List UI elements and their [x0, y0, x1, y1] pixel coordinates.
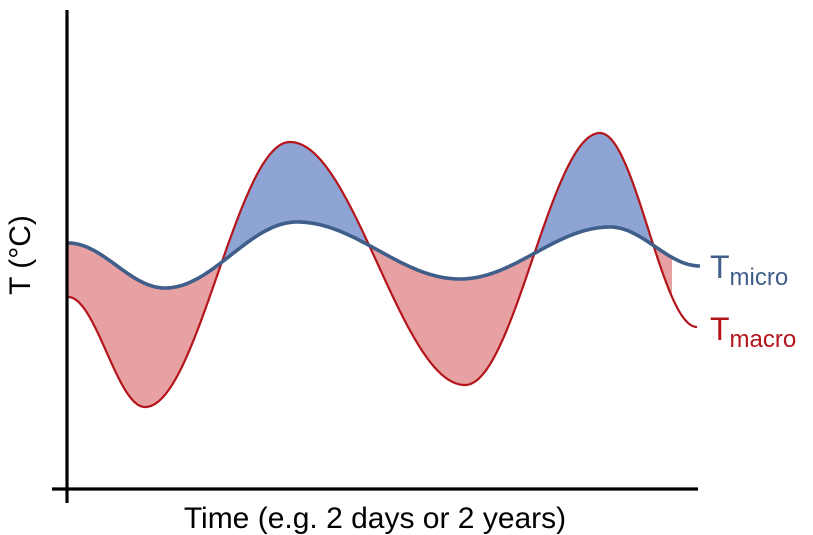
macro-curve [68, 131, 698, 409]
micro-curve [68, 220, 700, 290]
fill-regions [68, 133, 672, 407]
y-axis-label: T (°C) [4, 215, 37, 295]
macro-label-symbol: T [710, 311, 730, 347]
micro-label-symbol: T [710, 249, 730, 285]
macro-label-subscript: macro [730, 326, 797, 353]
micro-label: Tmicro [710, 249, 788, 291]
micro-label-subscript: micro [730, 264, 789, 291]
cool-region [370, 245, 535, 385]
x-axis-label: Time (e.g. 2 days or 2 years) [184, 502, 566, 535]
macro-label: Tmacro [710, 311, 796, 353]
cool-region [68, 243, 222, 407]
